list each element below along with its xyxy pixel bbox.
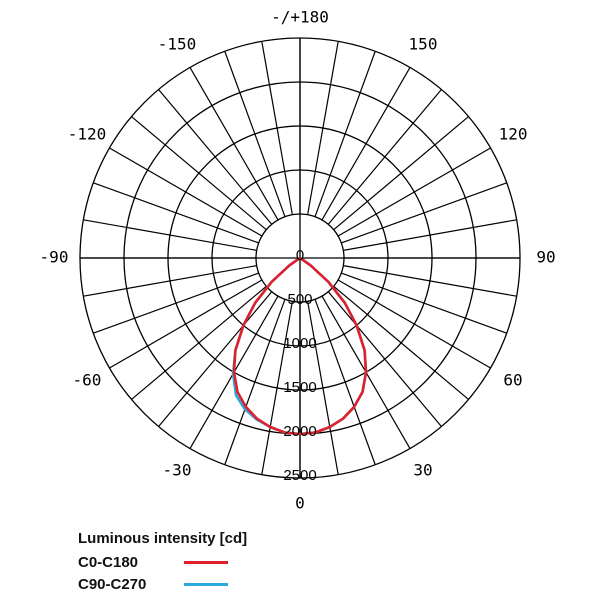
radial-tick-label: 1000	[283, 335, 316, 352]
legend-label: C0-C180	[78, 553, 139, 571]
polar-spoke	[83, 265, 257, 297]
polar-spoke	[337, 279, 491, 369]
polar-spoke	[93, 272, 259, 334]
polar-spoke	[307, 41, 339, 215]
polar-spoke	[333, 285, 469, 400]
polar-spoke	[337, 147, 491, 237]
polar-spoke	[158, 291, 273, 427]
angle-label: 90	[536, 248, 555, 267]
legend-item-c0-c180: C0-C180	[78, 551, 247, 573]
angle-label: -/+180	[271, 8, 329, 27]
legend-swatch	[184, 560, 228, 564]
series-curve	[232, 257, 368, 436]
angle-label: 120	[499, 125, 528, 144]
radial-tick-label: 1500	[283, 379, 316, 396]
polar-spoke	[224, 299, 286, 465]
polar-spoke	[341, 182, 507, 244]
angle-label: -90	[40, 248, 69, 267]
legend: Luminous intensity [cd] C0-C180 C90-C270	[78, 530, 247, 595]
legend-swatch	[184, 582, 228, 586]
polar-spoke	[189, 67, 279, 221]
polar-spoke	[314, 299, 376, 465]
polar-spoke	[158, 89, 273, 225]
legend-label: C90-C270	[78, 575, 147, 593]
polar-spoke	[261, 301, 293, 475]
angle-label: -120	[68, 125, 107, 144]
radial-tick-label: 2500	[283, 467, 316, 484]
polar-spoke	[343, 265, 517, 297]
polar-spoke	[131, 285, 267, 400]
polar-spoke	[307, 301, 339, 475]
polar-spoke	[131, 116, 267, 231]
polar-spoke	[343, 219, 517, 251]
polar-spoke	[327, 89, 442, 225]
angle-label: -30	[163, 461, 192, 480]
legend-item-c90-c270: C90-C270	[78, 573, 247, 595]
angle-label: 60	[503, 371, 522, 390]
polar-spoke	[83, 219, 257, 251]
polar-spoke	[93, 182, 259, 244]
angle-label: -150	[158, 34, 197, 53]
angle-label: 30	[413, 461, 432, 480]
angle-label: 150	[409, 34, 438, 53]
polar-spoke	[109, 279, 263, 369]
radial-tick-label: 0	[296, 247, 304, 264]
polar-spoke	[261, 41, 293, 215]
polar-spoke	[224, 51, 286, 217]
polar-spoke	[321, 67, 411, 221]
polar-spoke	[109, 147, 263, 237]
angle-label: -60	[73, 371, 102, 390]
radial-tick-label: 2000	[283, 423, 316, 440]
polar-spoke	[314, 51, 376, 217]
legend-title: Luminous intensity [cd]	[78, 530, 248, 547]
angle-label: 0	[295, 494, 305, 513]
polar-spoke	[341, 272, 507, 334]
polar-spoke	[327, 291, 442, 427]
polar-spoke	[333, 116, 469, 231]
radial-tick-label: 500	[287, 291, 312, 308]
